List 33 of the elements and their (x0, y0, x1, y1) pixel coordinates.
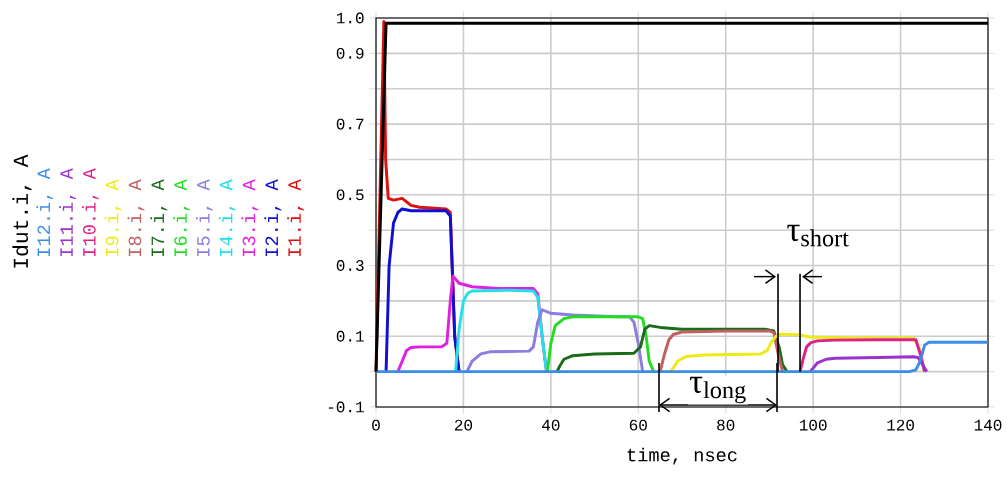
x-tick-label: 0 (372, 419, 380, 431)
line-series (374, 340, 990, 374)
y-tick-label: -0.1 (328, 401, 364, 413)
y-tick-label: 0.5 (336, 189, 364, 201)
x-tick-label: 120 (887, 419, 914, 431)
x-tick-label: 140 (974, 419, 1002, 431)
x-tick-label: 100 (799, 419, 827, 431)
x-axis-title: time, nsec (627, 447, 737, 465)
text: I11.i, A (59, 168, 77, 256)
y-tick-label: 0.1 (336, 330, 364, 342)
annotation: τ$_{short}$ (787, 224, 849, 247)
text: I5.i, A (195, 179, 213, 256)
y-tick-label: 0.7 (336, 118, 364, 130)
text: I12.i, A (36, 168, 54, 256)
x-tick-label: 40 (542, 419, 560, 431)
text: I9.i, A (104, 179, 122, 256)
line-series (808, 355, 929, 374)
text: I1.i, A (287, 179, 305, 256)
text: I10.i, A (81, 168, 99, 256)
y-tick-label: 0.3 (336, 260, 364, 271)
text: I8.i, A (127, 179, 145, 256)
text: I6.i, A (173, 179, 191, 256)
text: I7.i, A (150, 179, 168, 256)
annotation: τ$_{long}$ (689, 376, 746, 404)
x-tick-label: 20 (454, 419, 473, 431)
text: Idut.i, A (12, 154, 32, 268)
x-tick-label: 60 (629, 419, 647, 431)
x-tick-label: 80 (717, 419, 735, 431)
y-tick-label: 1.0 (336, 12, 364, 24)
text: I3.i, A (241, 179, 259, 256)
text: I2.i, A (264, 179, 282, 256)
text: I4.i, A (218, 179, 236, 256)
y-tick-label: 0.9 (336, 47, 364, 59)
